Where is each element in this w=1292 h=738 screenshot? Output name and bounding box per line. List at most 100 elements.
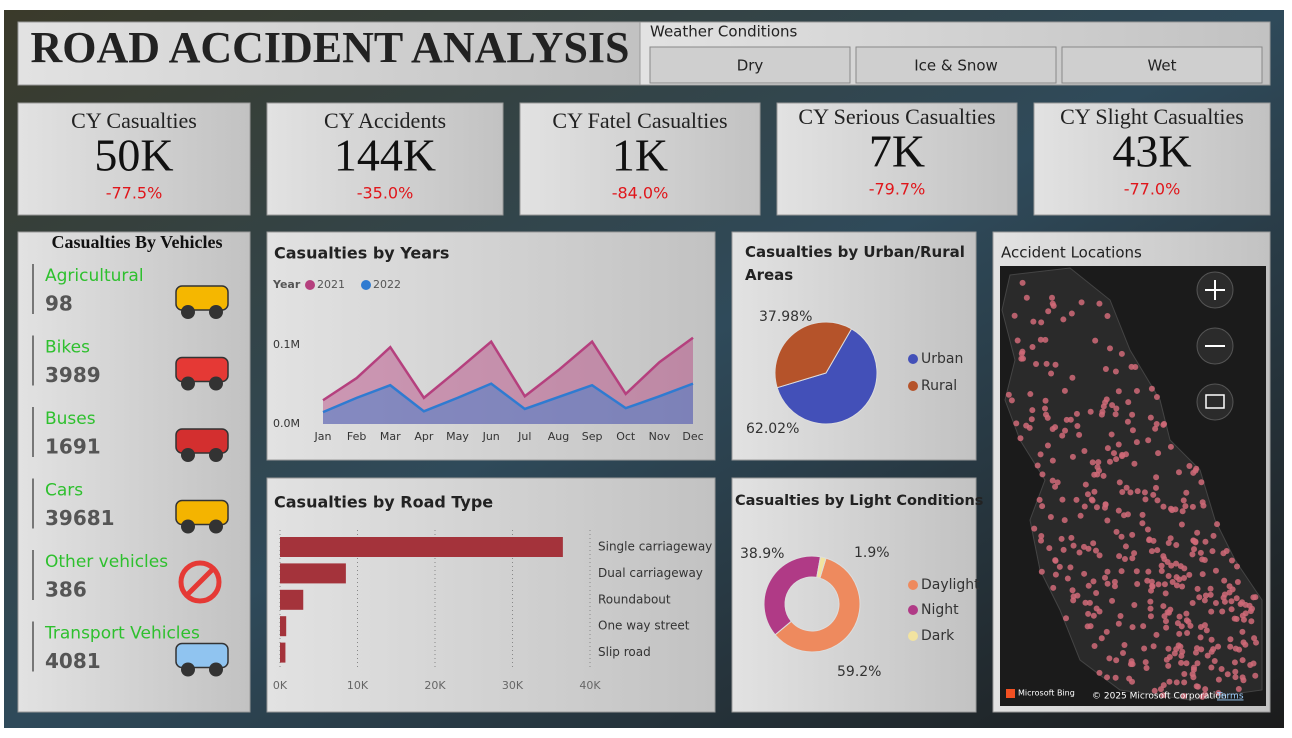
map-point [1081,447,1088,454]
map-point [1030,318,1037,325]
map-point [1234,563,1241,570]
line [322,336,694,402]
map-point [1228,606,1235,613]
map-point [1092,337,1099,344]
map-point [1036,496,1043,503]
map-point [1150,537,1157,544]
map-terms[interactable]: Terms [1216,692,1244,702]
kpi-label: CY Slight Casualties [1060,104,1244,129]
map-point [1232,674,1239,681]
slicer-option[interactable]: Dry [737,57,764,75]
map-point [1129,427,1136,434]
map-point [1208,608,1215,615]
vehicle-icon [178,560,222,604]
vehicle-icon [181,376,195,391]
map-point [1219,608,1226,615]
map-point [1181,671,1188,678]
map-point [1104,445,1111,452]
map-point [1063,615,1070,622]
map-point [1253,639,1260,646]
map-point [1042,397,1049,404]
map-point [1212,567,1219,574]
map-point [1165,662,1172,669]
kpi-value: 43K [1112,126,1191,177]
map-point [1212,599,1219,606]
slicer-button[interactable] [855,46,1057,84]
map-point [1153,474,1160,481]
map-point [1078,299,1085,306]
map-point [1173,574,1180,581]
map-point [1149,582,1156,589]
map-point [1100,472,1107,479]
map-point [1084,491,1091,498]
item-divider [32,335,34,386]
map-point [1108,431,1115,438]
map-point [1148,548,1155,555]
map-point [1131,460,1138,467]
map-point [1160,603,1167,610]
map-point [1039,471,1046,478]
panel-title: Casualties By Vehicles [51,232,222,252]
kpi-change: -77.5% [106,184,163,203]
vehicle-value: 386 [45,578,87,602]
map-point [1232,645,1239,652]
map-point [1117,613,1124,620]
map-point [1145,568,1152,575]
map-point [1199,693,1206,700]
map-point [1144,577,1151,584]
map-point [1161,556,1168,563]
vehicle-icon [175,285,229,311]
map-point [1201,597,1208,604]
map-point [1052,361,1059,368]
map-point [1113,405,1120,412]
panel [266,477,716,713]
legend-swatch [361,280,371,290]
map-point [1043,360,1050,367]
vehicle-icon [209,519,223,534]
map-point [1091,642,1098,649]
item-divider [32,550,34,600]
map-point [1233,595,1240,602]
map-point [1239,657,1246,664]
map-point [1201,622,1208,629]
map-point [1125,399,1132,406]
category-label: Slip road [598,645,651,659]
vehicle-icon [181,519,195,534]
map-point [1029,407,1036,414]
map-point [1207,585,1214,592]
slicer-button[interactable] [649,46,851,84]
map-point [1158,562,1165,569]
data-label: 38.9% [740,546,784,562]
map-point [1210,646,1217,653]
map-point [1133,439,1140,446]
map-point [1096,669,1103,676]
map-point [1142,496,1149,503]
map-point [1096,300,1103,307]
vehicle-icon [209,448,223,462]
slicer-title: Weather Conditions [650,23,798,41]
map-point [1121,512,1128,519]
map-point [1215,643,1222,650]
map-point [1037,451,1044,458]
map-control[interactable] [1196,383,1234,421]
map-point [1101,504,1108,511]
map-point [1226,589,1233,596]
map-point [1235,685,1242,692]
map-point [1160,503,1167,510]
map-point [1144,526,1151,533]
slicer-option[interactable]: Ice & Snow [914,57,998,75]
map-point [1090,612,1097,619]
map-point [1074,592,1081,599]
map-point [1193,465,1200,472]
map-point [1060,546,1067,553]
map-point [1232,668,1239,675]
slicer-option[interactable]: Wet [1147,57,1176,75]
category-label: One way street [598,619,690,633]
x-tick-label: Apr [414,430,434,443]
map-point [1081,543,1088,550]
slicer-button[interactable] [1061,46,1263,84]
vehicle-value: 39681 [45,506,115,530]
map-point [1085,610,1092,617]
vehicle-icon [209,662,223,677]
